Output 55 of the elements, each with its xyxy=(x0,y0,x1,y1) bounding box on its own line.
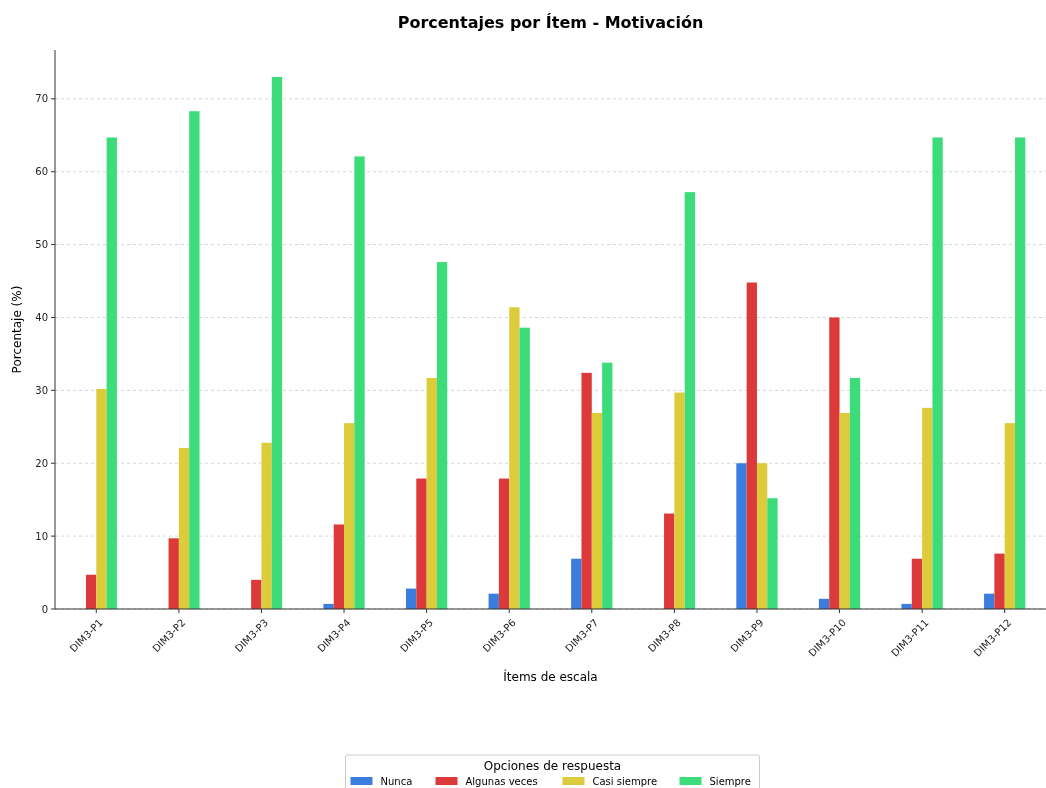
bar xyxy=(736,463,747,609)
y-tick-label: 70 xyxy=(35,93,48,105)
bar xyxy=(746,282,757,609)
bar xyxy=(849,377,861,609)
bar xyxy=(261,442,272,609)
y-tick-label: 10 xyxy=(35,530,48,542)
bar xyxy=(829,317,840,609)
bar xyxy=(416,478,427,609)
bar xyxy=(756,463,768,609)
bar xyxy=(426,377,437,609)
y-tick-label: 30 xyxy=(35,384,48,396)
bar xyxy=(189,111,200,609)
legend-label: Algunas veces xyxy=(465,776,538,787)
legend-title: Opciones de respuesta xyxy=(483,759,622,773)
bar xyxy=(344,423,355,609)
bar xyxy=(251,579,262,609)
y-tick-label: 20 xyxy=(35,457,48,469)
bar xyxy=(684,192,696,609)
bar xyxy=(1015,137,1026,609)
bar xyxy=(664,513,675,609)
bar xyxy=(96,388,107,609)
bar xyxy=(932,137,943,609)
y-tick-label: 0 xyxy=(41,603,48,615)
bar xyxy=(839,412,850,609)
legend-label: Nunca xyxy=(380,776,413,787)
x-axis-title: Ítems de escala xyxy=(503,669,598,684)
bar xyxy=(106,137,117,609)
y-tick-label: 60 xyxy=(35,166,48,178)
bar xyxy=(271,76,283,609)
bar xyxy=(591,412,603,609)
y-tick-label: 40 xyxy=(35,311,48,323)
bar xyxy=(405,588,417,609)
bar xyxy=(168,538,179,609)
bar xyxy=(436,262,448,609)
legend-label: Siempre xyxy=(709,776,751,787)
bar xyxy=(85,574,97,609)
bar xyxy=(519,327,530,609)
bar xyxy=(354,156,365,609)
bar xyxy=(994,553,1005,609)
bar xyxy=(602,362,613,609)
bar xyxy=(674,392,685,609)
bar xyxy=(767,498,778,609)
bar xyxy=(911,558,923,609)
y-axis-title: Porcentaje (%) xyxy=(10,285,24,374)
y-tick-label: 50 xyxy=(35,239,48,251)
bar xyxy=(571,558,582,609)
bar xyxy=(498,478,510,609)
bar xyxy=(922,407,933,609)
bar xyxy=(333,524,345,609)
chart-title: Porcentajes por Ítem - Motivación xyxy=(397,13,704,32)
bar xyxy=(509,307,520,609)
legend-label: Casi siempre xyxy=(592,776,658,787)
bar xyxy=(178,447,190,609)
bar xyxy=(581,372,592,609)
bar xyxy=(1004,423,1016,609)
